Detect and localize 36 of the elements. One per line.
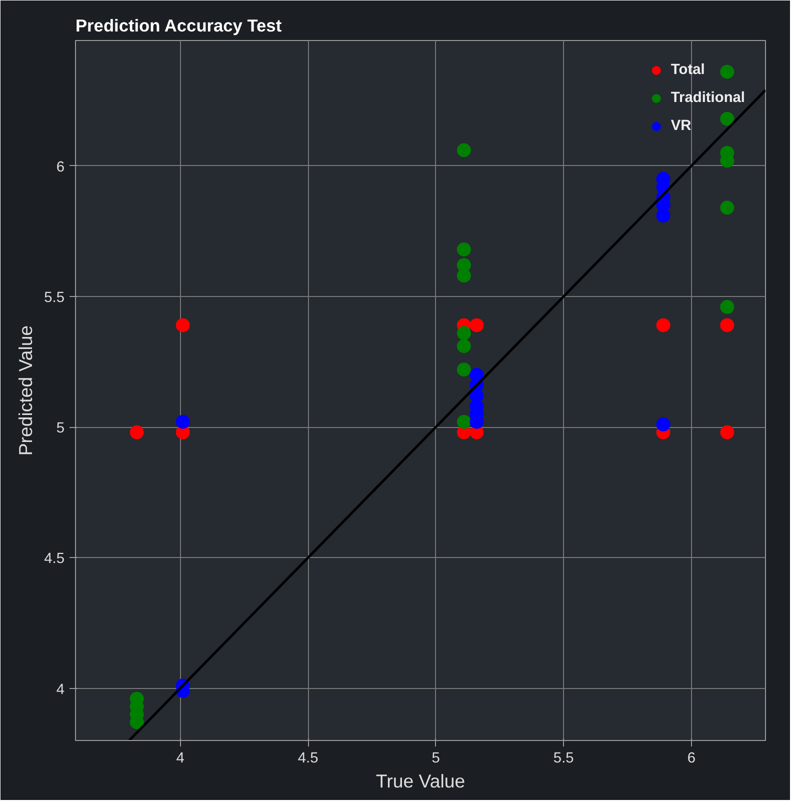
chart-title: Prediction Accuracy Test xyxy=(76,16,282,36)
y-tick-label: 6 xyxy=(56,159,65,176)
point xyxy=(176,414,190,429)
y-tick-label: 5.5 xyxy=(44,290,64,306)
point xyxy=(656,208,670,222)
point xyxy=(130,425,144,440)
point xyxy=(176,318,190,332)
point xyxy=(456,339,471,354)
point xyxy=(456,268,471,283)
x-tick-label: 5 xyxy=(432,750,440,766)
y-tick-label: 4 xyxy=(56,682,65,698)
point xyxy=(456,143,471,158)
legend-label: Total xyxy=(670,62,705,78)
point xyxy=(456,362,471,377)
point xyxy=(456,242,471,256)
y-tick-label: 4.5 xyxy=(44,551,64,568)
point xyxy=(720,425,734,440)
y-axis-title: Predicted Value xyxy=(15,325,36,456)
x-tick-label: 4 xyxy=(176,750,184,766)
y-tick-label: 5 xyxy=(56,420,65,437)
point xyxy=(456,326,471,340)
point xyxy=(656,417,670,432)
point xyxy=(470,318,484,332)
point xyxy=(456,414,471,429)
point xyxy=(720,200,734,215)
x-tick-label: 5.5 xyxy=(553,750,574,766)
point xyxy=(720,112,734,126)
x-axis-title: True Value xyxy=(376,770,466,792)
x-tick-label: 4.5 xyxy=(298,750,318,766)
point xyxy=(720,318,734,332)
legend-label: VR xyxy=(670,118,692,134)
x-tick-label: 6 xyxy=(687,750,696,766)
point xyxy=(720,300,734,314)
legend-label: Traditional xyxy=(670,90,745,106)
point xyxy=(720,64,734,79)
point xyxy=(656,318,670,332)
